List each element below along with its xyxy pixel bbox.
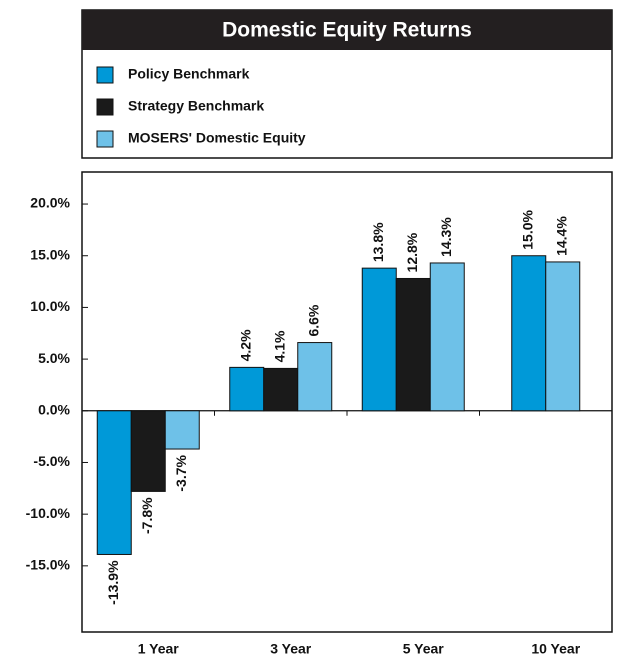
value-label: 13.8% <box>370 222 386 262</box>
y-tick-label: 10.0% <box>30 298 70 314</box>
y-tick-label: 0.0% <box>38 401 70 417</box>
value-label: -7.8% <box>139 497 155 534</box>
y-tick-label: -10.0% <box>26 505 71 521</box>
bar <box>96 410 132 555</box>
legend-swatch <box>96 98 114 116</box>
legend-label: Policy Benchmark <box>128 66 250 82</box>
value-label: 6.6% <box>305 304 321 336</box>
legend-label: MOSERS' Domestic Equity <box>128 130 306 146</box>
y-tick-label: 20.0% <box>30 195 70 211</box>
x-tick-label: 3 Year <box>270 641 312 657</box>
value-label: -13.9% <box>105 560 121 605</box>
bar <box>130 410 166 492</box>
y-tick-label: -5.0% <box>33 453 70 469</box>
bar <box>297 342 333 412</box>
bar <box>511 255 547 412</box>
bar <box>395 277 431 412</box>
value-label: 4.2% <box>237 329 253 361</box>
bar <box>429 262 465 412</box>
value-label: 12.8% <box>404 232 420 272</box>
value-label: 15.0% <box>519 209 535 249</box>
value-label: 14.4% <box>553 216 569 256</box>
x-tick-label: 10 Year <box>531 641 580 657</box>
bar <box>164 410 200 450</box>
y-tick-label: 15.0% <box>30 246 70 262</box>
legend-swatch <box>96 66 114 84</box>
x-tick-label: 5 Year <box>403 641 445 657</box>
bar <box>545 261 581 412</box>
x-tick-label: 1 Year <box>138 641 180 657</box>
chart-title: Domestic Equity Returns <box>222 19 472 42</box>
value-label: 4.1% <box>271 330 287 362</box>
bar <box>361 267 397 412</box>
y-tick-label: -15.0% <box>26 557 71 573</box>
legend-label: Strategy Benchmark <box>128 98 264 114</box>
value-label: -3.7% <box>173 454 189 491</box>
title-bar <box>82 10 612 50</box>
bar <box>263 367 299 412</box>
bar <box>229 366 265 412</box>
y-tick-label: 5.0% <box>38 350 70 366</box>
value-label: 14.3% <box>438 217 454 257</box>
legend-swatch <box>96 130 114 148</box>
